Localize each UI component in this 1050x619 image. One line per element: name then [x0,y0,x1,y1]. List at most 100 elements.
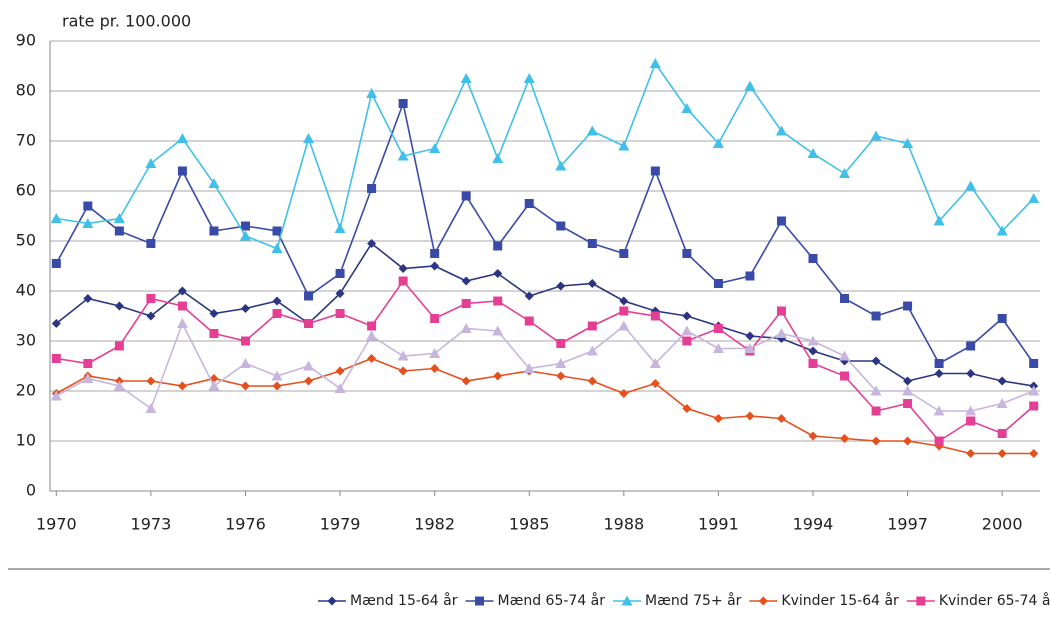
data-point [335,269,345,278]
data-point [366,330,378,341]
data-point [745,411,755,421]
legend-label: Mænd 75+ år [645,592,742,609]
data-point [367,321,377,331]
data-point [177,286,187,296]
data-point [398,366,408,376]
data-point [335,366,345,376]
x-tick-label: 2000 [982,515,1023,534]
data-point [997,376,1007,386]
data-point [808,346,818,356]
y-tick-label: 70 [16,131,36,150]
data-point [51,259,61,268]
data-point [335,289,345,298]
series-line [55,321,1034,412]
data-point [271,370,283,381]
data-point [903,436,913,446]
legend-marker [916,596,926,606]
data-point [587,279,597,288]
data-point [1028,193,1040,203]
data-point [870,130,882,141]
y-tick-label: 40 [16,281,36,300]
data-point [304,376,314,386]
data-point [966,341,976,351]
data-point [650,166,660,176]
data-point [871,311,881,321]
data-point [304,291,314,301]
data-point [176,133,188,143]
data-point [240,221,250,231]
data-point [933,215,945,226]
data-point [82,373,94,383]
data-point [303,133,315,143]
data-point [712,138,724,148]
data-point [587,321,597,331]
data-point [272,226,282,236]
data-point [146,376,156,386]
data-point [682,249,692,258]
data-point [240,381,250,391]
data-point [713,279,723,288]
data-point [146,294,156,303]
data-point [113,380,125,391]
legend-marker [475,596,485,606]
data-point [177,166,187,176]
data-point [398,264,408,273]
data-point [966,369,976,378]
data-point [493,241,503,251]
y-tick-label: 50 [16,231,36,250]
data-point [397,350,409,361]
data-point [556,371,566,381]
data-point [902,385,914,396]
data-point [681,103,693,113]
series-line [55,242,1034,387]
data-point [744,80,756,91]
data-point [807,148,819,158]
data-point [649,358,661,368]
data-point [1029,359,1039,368]
x-tick-label: 1979 [320,515,361,534]
legend-label: Kvinder 15-64 år [781,592,899,609]
data-point [429,143,441,153]
legend-marker [621,595,633,606]
y-tick-label: 10 [16,431,36,450]
y-tick-label: 20 [16,381,36,400]
data-point [271,243,283,253]
data-point [83,201,93,211]
data-point [650,379,660,388]
legend-label: Mænd 65-74 år [498,592,606,609]
series-line [55,100,1035,365]
data-point [208,380,220,391]
data-point [775,125,787,136]
data-point [240,304,250,313]
data-point [461,299,471,308]
data-point [430,364,440,373]
data-point [933,405,945,416]
data-point [586,345,598,356]
data-point [367,184,377,193]
data-point [1029,449,1039,458]
data-point [618,140,630,151]
data-point [903,301,913,311]
legend-label: Kvinder 65-74 år [939,592,1050,609]
data-point [523,73,535,83]
data-point [460,323,472,333]
data-point [1029,401,1039,411]
data-point [682,404,692,413]
legend-label: Mænd 15-64 år [350,592,458,609]
legend: Mænd 15-64 år Mænd 65-74 år Mænd 75+ år Kvi… [318,592,1050,609]
legend-marker [327,596,337,606]
data-point [903,399,913,408]
data-point [966,416,976,426]
data-point [240,336,250,346]
series-line [56,279,1035,443]
data-point [366,88,378,98]
y-axis-label: rate pr. 100.000 [62,12,191,31]
x-tick-label: 1970 [36,515,77,534]
data-point [239,230,251,241]
data-point [556,221,566,231]
data-point [177,301,187,311]
x-tick-label: 1976 [225,515,266,534]
data-point [493,371,503,381]
data-point [839,350,851,361]
data-point [681,325,693,336]
